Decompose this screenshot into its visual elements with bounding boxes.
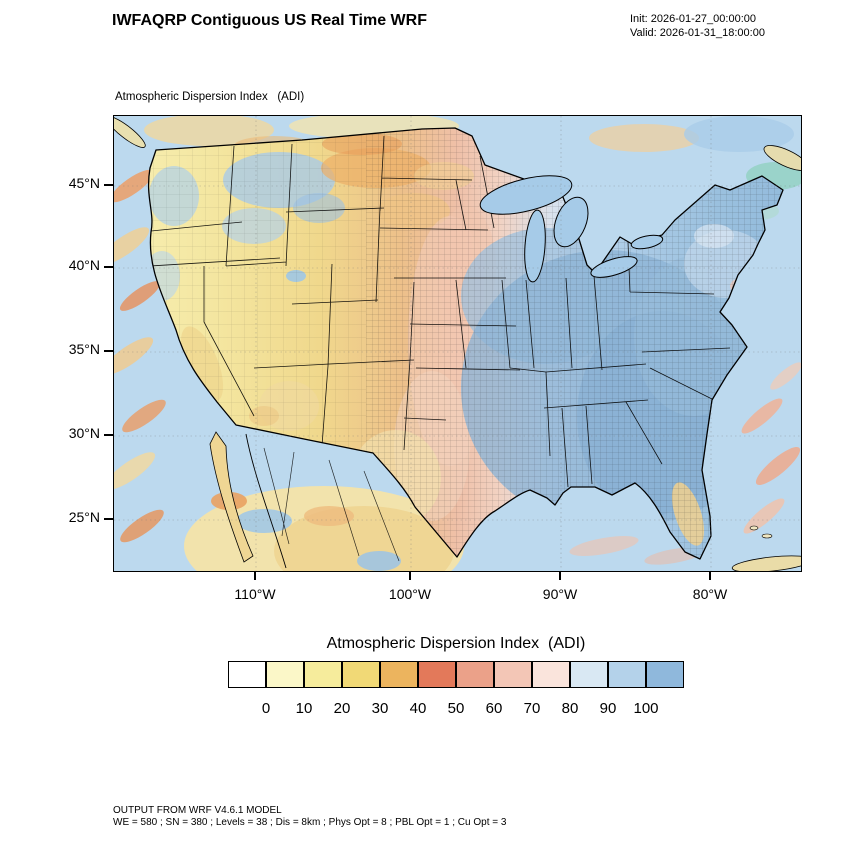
page-title: IWFAQRP Contiguous US Real Time WRF — [112, 12, 427, 29]
lat-tick-mark — [104, 184, 113, 186]
colorbar-box — [418, 661, 456, 688]
lat-tick-label: 45°N — [68, 175, 100, 191]
map-subtitle: Atmospheric Dispersion Index (ADI) — [115, 91, 305, 103]
colorbar-tick-label: 0 — [261, 700, 271, 717]
foreign-coastlines — [114, 116, 801, 571]
colorbar-box — [380, 661, 418, 688]
lon-tick-label: 100°W — [388, 586, 432, 602]
lat-tick-label: 35°N — [68, 341, 100, 357]
colorbar-tick-label: 20 — [333, 700, 351, 717]
colorbar-tick-label: 70 — [523, 700, 541, 717]
lon-tick-label: 80°W — [692, 586, 728, 602]
init-time-label: Init: 2026-01-27_00:00:00 — [630, 13, 756, 25]
colorbar-box — [494, 661, 532, 688]
footer-model-label: OUTPUT FROM WRF V4.6.1 MODEL — [113, 805, 282, 816]
us-adi-map — [114, 116, 801, 571]
state-borders — [149, 135, 731, 488]
valid-time-label: Valid: 2026-01-31_18:00:00 — [630, 27, 765, 39]
colorbar-tick-label: 30 — [371, 700, 389, 717]
colorbar-box — [228, 661, 266, 688]
colorbar-box — [608, 661, 646, 688]
graticule — [114, 116, 801, 571]
colorbar-tick-label: 90 — [599, 700, 617, 717]
colorbar-box — [570, 661, 608, 688]
colorbar-tick-label: 50 — [447, 700, 465, 717]
colorbar-box — [532, 661, 570, 688]
lat-tick-mark — [104, 350, 113, 352]
colorbar-tick-label: 80 — [561, 700, 579, 717]
colorbar-tick-label: 10 — [295, 700, 313, 717]
lon-tick-label: 110°W — [234, 586, 276, 602]
lat-tick-mark — [104, 434, 113, 436]
lon-tick-mark — [254, 571, 256, 580]
lat-tick-mark — [104, 518, 113, 520]
colorbar-tick-label: 40 — [409, 700, 427, 717]
lat-tick-label: 25°N — [68, 509, 100, 525]
great-lakes — [479, 175, 664, 283]
map-frame — [113, 115, 802, 572]
colorbar-box — [456, 661, 494, 688]
lat-tick-mark — [104, 266, 113, 268]
lat-tick-label: 40°N — [68, 257, 100, 273]
lon-tick-mark — [709, 571, 711, 580]
colorbar-box — [304, 661, 342, 688]
lon-tick-mark — [409, 571, 411, 580]
lat-tick-label: 30°N — [68, 425, 100, 441]
colorbar-box — [266, 661, 304, 688]
lon-tick-label: 90°W — [542, 586, 578, 602]
colorbar-box — [342, 661, 380, 688]
footer-config-label: WE = 580 ; SN = 380 ; Levels = 38 ; Dis … — [113, 817, 507, 828]
colorbar — [228, 661, 684, 688]
colorbar-box — [646, 661, 684, 688]
colorbar-title: Atmospheric Dispersion Index (ADI) — [326, 635, 586, 652]
colorbar-tick-label: 100 — [633, 700, 659, 717]
lon-tick-mark — [559, 571, 561, 580]
colorbar-tick-label: 60 — [485, 700, 503, 717]
